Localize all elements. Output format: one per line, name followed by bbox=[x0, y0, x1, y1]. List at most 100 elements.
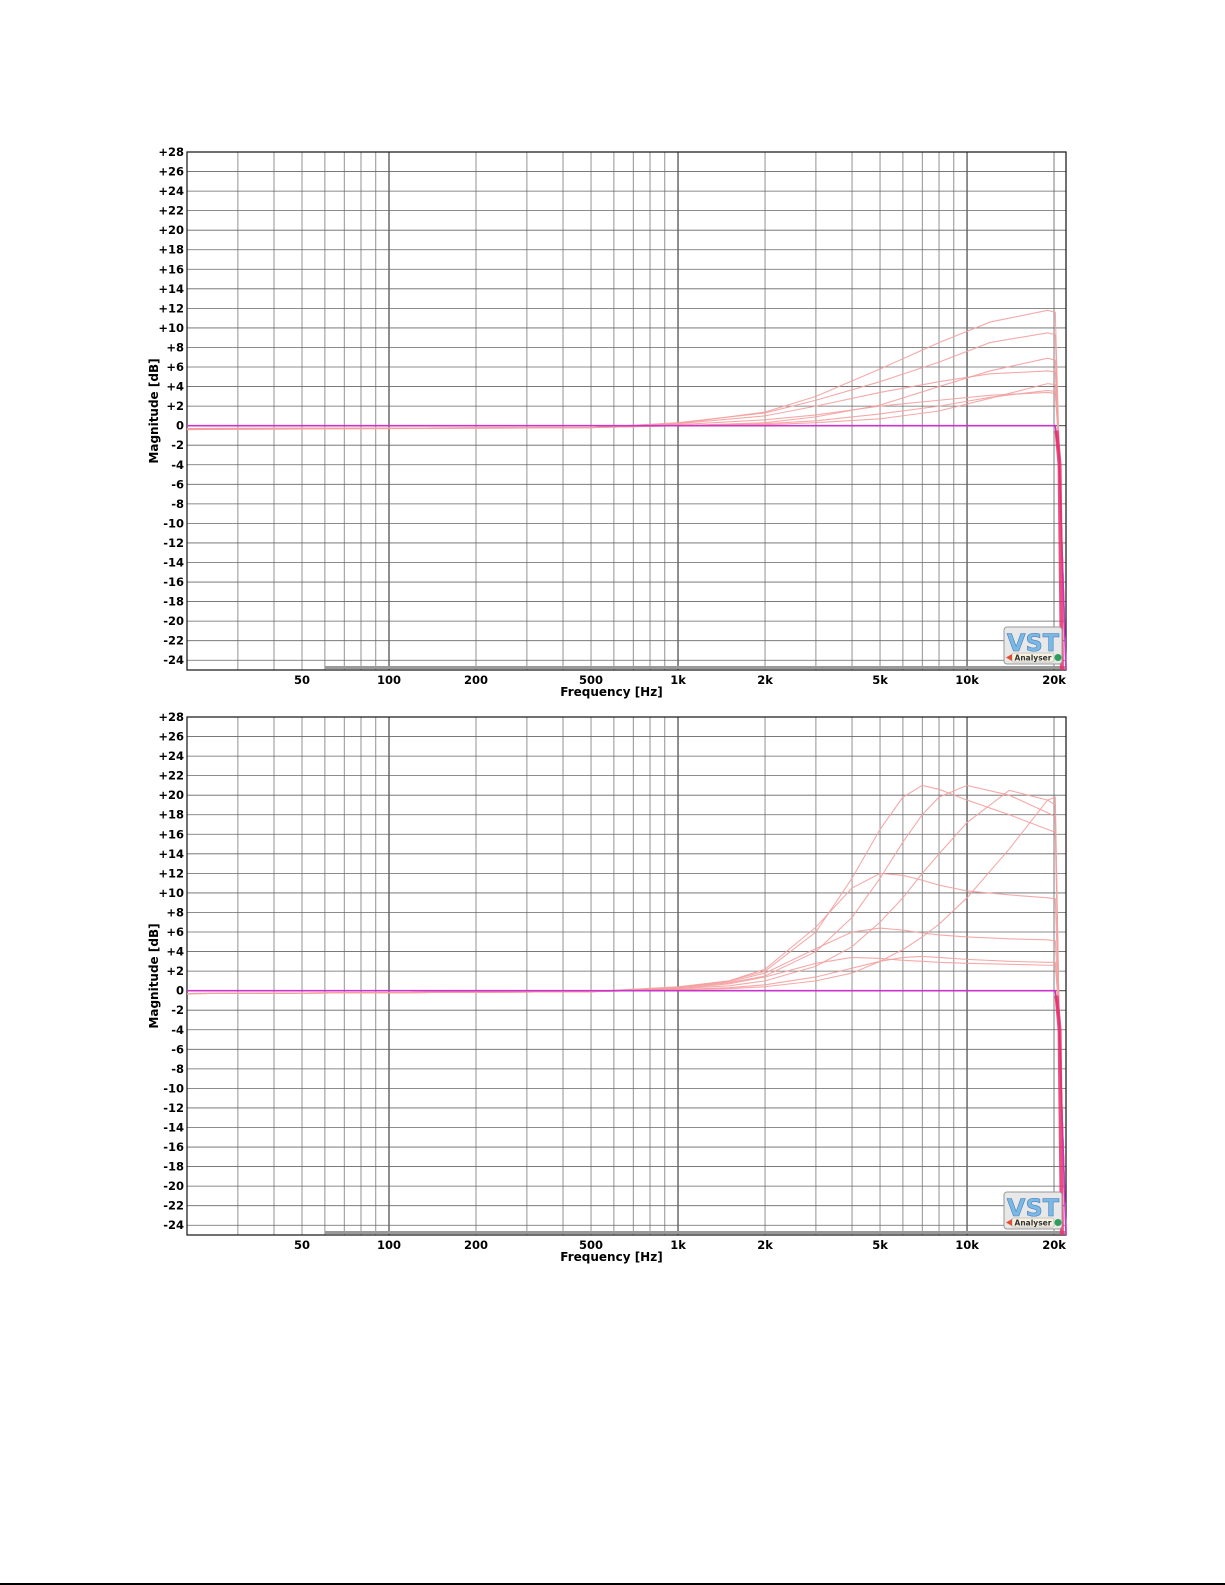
x-tick-label: 100 bbox=[377, 673, 401, 687]
y-tick-label: -6 bbox=[171, 477, 184, 491]
y-tick-label: +22 bbox=[158, 769, 184, 783]
logo-right-dot-icon bbox=[1054, 1219, 1062, 1226]
x-axis-title: Frequency [Hz] bbox=[560, 685, 662, 699]
logo-subtext: Analyser bbox=[1015, 654, 1052, 663]
y-tick-label: +10 bbox=[158, 886, 184, 900]
chart-svg-top: +28+26+24+22+20+18+16+14+12+10+8+6+4+20-… bbox=[147, 145, 1067, 699]
series-line bbox=[187, 784, 1067, 1235]
y-tick-labels: +28+26+24+22+20+18+16+14+12+10+8+6+4+20-… bbox=[158, 710, 184, 1232]
series-line bbox=[187, 357, 1067, 670]
series-line bbox=[187, 789, 1067, 1235]
x-tick-label: 50 bbox=[294, 1238, 310, 1252]
x-tick-label: 100 bbox=[377, 1238, 401, 1252]
logo-left-arrow-icon bbox=[1006, 1219, 1012, 1226]
x-tick-label: 5k bbox=[872, 1238, 888, 1252]
y-tick-label: +6 bbox=[166, 360, 184, 374]
y-tick-label: +28 bbox=[158, 710, 184, 724]
y-tick-label: +26 bbox=[158, 730, 184, 744]
y-tick-label: +12 bbox=[158, 301, 184, 315]
x-tick-label: 500 bbox=[579, 673, 603, 687]
y-tick-label: +4 bbox=[166, 945, 184, 959]
series-group bbox=[187, 309, 1067, 670]
y-tick-label: -2 bbox=[171, 438, 184, 452]
y-tick-label: +16 bbox=[158, 827, 184, 841]
frequency-response-chart-top: +28 +26 +24 +22 +20 +18 +16 +14 +12 +10 +8 +6 +4 +2 0-… bbox=[140, 140, 1080, 700]
series-line bbox=[187, 927, 1067, 1235]
series-line bbox=[187, 956, 1067, 1235]
x-axis-title: Frequency [Hz] bbox=[560, 1250, 662, 1264]
series-line bbox=[187, 955, 1067, 1235]
y-tick-label: +22 bbox=[158, 204, 184, 218]
plot-frame bbox=[186, 151, 1067, 671]
y-tick-labels: +28+26+24+22+20+18+16+14+12+10+8+6+4+20-… bbox=[158, 145, 184, 667]
y-tick-label: +20 bbox=[158, 788, 184, 802]
y-tick-label: 0 bbox=[176, 984, 184, 998]
y-tick-label: -20 bbox=[163, 1179, 184, 1193]
series-line bbox=[187, 389, 1067, 670]
series-rolloff bbox=[1054, 430, 1064, 670]
y-tick-label: +18 bbox=[158, 243, 184, 257]
y-tick-label: -24 bbox=[163, 653, 184, 667]
y-tick-label: +24 bbox=[158, 184, 184, 198]
series-line bbox=[187, 370, 1067, 670]
x-tick-label: 10k bbox=[955, 673, 979, 687]
y-tick-label: +12 bbox=[158, 866, 184, 880]
y-tick-label: -16 bbox=[163, 1140, 184, 1154]
y-tick-label: +8 bbox=[166, 905, 184, 919]
x-tick-label: 2k bbox=[757, 673, 773, 687]
x-tick-label: 200 bbox=[464, 1238, 488, 1252]
x-tick-label: 5k bbox=[872, 673, 888, 687]
y-tick-label: -18 bbox=[163, 1160, 184, 1174]
logo-text: VST bbox=[1007, 629, 1060, 657]
y-tick-label: +2 bbox=[166, 399, 184, 413]
y-tick-label: +2 bbox=[166, 964, 184, 978]
y-tick-label: -10 bbox=[163, 1081, 184, 1095]
y-tick-label: -20 bbox=[163, 614, 184, 628]
y-tick-label: -4 bbox=[171, 458, 184, 472]
y-tick-label: -8 bbox=[171, 1062, 184, 1076]
y-tick-label: +14 bbox=[158, 847, 184, 861]
chart-svg-bottom: +28+26+24+22+20+18+16+14+12+10+8+6+4+20-… bbox=[147, 710, 1067, 1264]
y-tick-label: -22 bbox=[163, 634, 184, 648]
series-rolloff bbox=[1054, 995, 1064, 1235]
logo-subtext: Analyser bbox=[1015, 1219, 1052, 1228]
series-group bbox=[187, 784, 1067, 1235]
y-tick-label: -18 bbox=[163, 595, 184, 609]
page-bottom-rule bbox=[0, 1583, 1225, 1585]
series-line bbox=[187, 872, 1067, 1235]
y-tick-label: +26 bbox=[158, 165, 184, 179]
logo-text: VST bbox=[1007, 1194, 1060, 1222]
y-tick-label: +4 bbox=[166, 380, 184, 394]
x-tick-label: 50 bbox=[294, 673, 310, 687]
y-tick-label: +10 bbox=[158, 321, 184, 335]
series-line bbox=[187, 309, 1067, 670]
y-tick-label: -22 bbox=[163, 1199, 184, 1213]
y-tick-label: -16 bbox=[163, 575, 184, 589]
y-tick-label: +8 bbox=[166, 340, 184, 354]
series-line-reference bbox=[187, 424, 1067, 670]
x-tick-label: 20k bbox=[1042, 1238, 1066, 1252]
y-tick-label: 0 bbox=[176, 419, 184, 433]
y-tick-label: +20 bbox=[158, 223, 184, 237]
y-tick-label: -12 bbox=[163, 1101, 184, 1115]
y-tick-label: -24 bbox=[163, 1218, 184, 1232]
x-tick-labels: 50 100 200 500 1k 2k 5k 10k 20k bbox=[294, 673, 1066, 687]
x-tick-label: 500 bbox=[579, 1238, 603, 1252]
y-tick-label: +14 bbox=[158, 282, 184, 296]
y-tick-label: -10 bbox=[163, 516, 184, 530]
x-tick-label: 200 bbox=[464, 673, 488, 687]
y-tick-label: -14 bbox=[163, 1120, 184, 1134]
x-tick-label: 20k bbox=[1042, 673, 1066, 687]
grid bbox=[186, 716, 1066, 1235]
series-line bbox=[187, 391, 1067, 670]
y-tick-label: +16 bbox=[158, 262, 184, 276]
y-tick-label: +18 bbox=[158, 808, 184, 822]
series-line bbox=[187, 332, 1067, 670]
scroll-strip bbox=[324, 1231, 1066, 1234]
series-line-reference bbox=[187, 989, 1067, 1235]
y-axis-title: Magnitude [dB] bbox=[147, 923, 161, 1028]
y-tick-label: +28 bbox=[158, 145, 184, 159]
y-tick-label: -14 bbox=[163, 555, 184, 569]
x-tick-labels: 50 100 200 500 1k 2k 5k 10k 20k bbox=[294, 1238, 1066, 1252]
